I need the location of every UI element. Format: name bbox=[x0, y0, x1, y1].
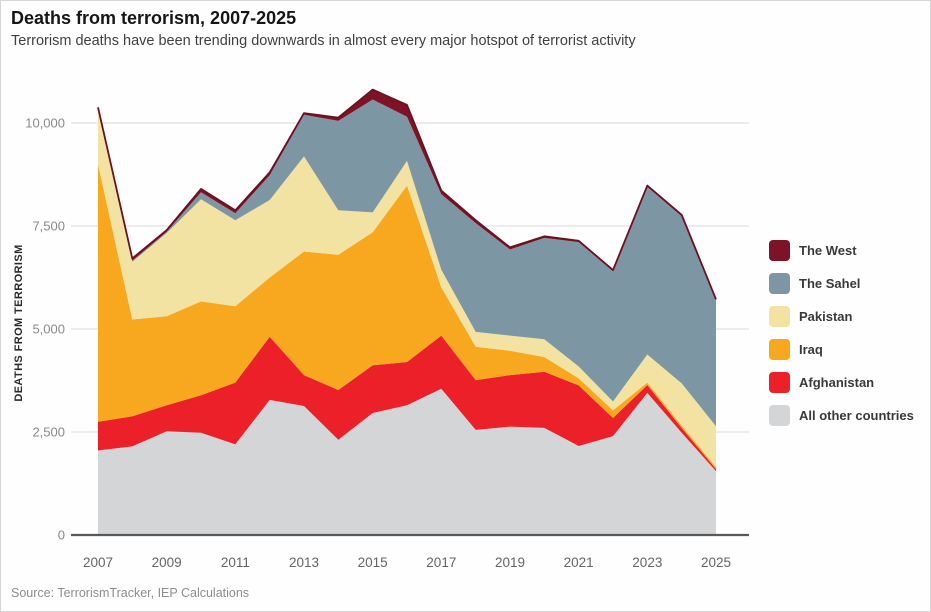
area-afghanistan bbox=[98, 335, 716, 472]
area-the-sahel bbox=[98, 99, 716, 427]
y-tick-label-5000: 5,000 bbox=[32, 322, 65, 337]
y-tick-label-2500: 2,500 bbox=[32, 425, 65, 440]
legend-swatch-icon bbox=[769, 372, 790, 393]
legend-item-iraq: Iraq bbox=[769, 339, 914, 360]
x-tick-label-2023: 2023 bbox=[632, 555, 662, 570]
legend-swatch-icon bbox=[769, 405, 790, 426]
area-pakistan bbox=[98, 110, 716, 468]
x-tick-label-2019: 2019 bbox=[495, 555, 525, 570]
legend-label: Afghanistan bbox=[799, 375, 875, 390]
legend-item-afghanistan: Afghanistan bbox=[769, 372, 914, 393]
x-tick-label-2013: 2013 bbox=[289, 555, 319, 570]
legend-swatch-icon bbox=[769, 273, 790, 294]
area-iraq bbox=[98, 164, 716, 470]
legend-item-the-sahel: The Sahel bbox=[769, 273, 914, 294]
x-tick-label-2015: 2015 bbox=[358, 555, 388, 570]
x-tick-label-2017: 2017 bbox=[426, 555, 456, 570]
chart-legend: The West The Sahel Pakistan Iraq Afghanistan… bbox=[769, 240, 914, 426]
x-tick-label-2009: 2009 bbox=[152, 555, 182, 570]
legend-label: The Sahel bbox=[799, 276, 861, 291]
x-tick-label-2011: 2011 bbox=[221, 555, 250, 570]
legend-item-pakistan: Pakistan bbox=[769, 306, 914, 327]
legend-swatch-icon bbox=[769, 240, 790, 261]
y-tick-label-10000: 10,000 bbox=[25, 116, 65, 131]
legend-item-all-other-countries: All other countries bbox=[769, 405, 914, 426]
legend-swatch-icon bbox=[769, 306, 790, 327]
legend-swatch-icon bbox=[769, 339, 790, 360]
legend-label: The West bbox=[799, 243, 857, 258]
legend-label: Iraq bbox=[799, 342, 823, 357]
source-note: Source: TerrorismTracker, IEP Calculatio… bbox=[11, 586, 250, 600]
y-tick-label-0: 0 bbox=[58, 528, 65, 543]
total-line bbox=[97, 88, 717, 300]
page-subtitle: Terrorism deaths have been trending down… bbox=[11, 33, 636, 49]
legend-label: Pakistan bbox=[799, 309, 853, 324]
x-tick-label-2007: 2007 bbox=[83, 555, 113, 570]
y-tick-label-7500: 7,500 bbox=[32, 219, 65, 234]
area-all-other-countries bbox=[98, 388, 716, 535]
legend-label: All other countries bbox=[799, 408, 914, 423]
page-title: Deaths from terrorism, 2007-2025 bbox=[11, 8, 297, 28]
legend-item-the-west: The West bbox=[769, 240, 914, 261]
x-tick-label-2025: 2025 bbox=[701, 555, 731, 570]
x-tick-label-2021: 2021 bbox=[564, 555, 594, 570]
